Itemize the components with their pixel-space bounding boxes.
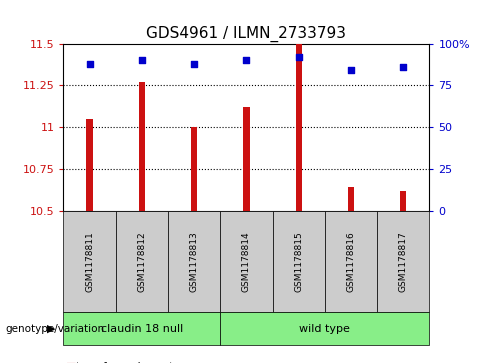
Bar [220, 211, 273, 312]
Bar [244, 107, 249, 211]
Bar [86, 119, 93, 211]
Bar [273, 211, 325, 312]
Point [243, 57, 250, 63]
Bar [325, 211, 377, 312]
Point [295, 54, 303, 60]
Point [399, 64, 407, 70]
Bar [116, 211, 168, 312]
Bar [400, 191, 407, 211]
Point [138, 57, 146, 63]
Text: GSM1178816: GSM1178816 [346, 231, 356, 292]
Point [347, 68, 355, 73]
Point [86, 61, 94, 66]
Bar [348, 187, 354, 211]
Bar [63, 312, 220, 345]
Bar [220, 312, 429, 345]
Text: transformed count: transformed count [76, 362, 173, 363]
Bar [139, 82, 145, 211]
Text: genotype/variation: genotype/variation [5, 323, 104, 334]
Text: GSM1178811: GSM1178811 [85, 231, 94, 292]
Text: GSM1178812: GSM1178812 [137, 231, 146, 292]
Point [190, 61, 198, 66]
Text: wild type: wild type [300, 323, 350, 334]
Text: GSM1178815: GSM1178815 [294, 231, 303, 292]
Text: GSM1178813: GSM1178813 [190, 231, 199, 292]
Title: GDS4961 / ILMN_2733793: GDS4961 / ILMN_2733793 [146, 26, 346, 42]
Text: GSM1178817: GSM1178817 [399, 231, 408, 292]
Bar [377, 211, 429, 312]
Text: claudin 18 null: claudin 18 null [101, 323, 183, 334]
Text: ■: ■ [66, 362, 77, 363]
Bar [63, 211, 116, 312]
Bar [168, 211, 220, 312]
Bar [191, 127, 197, 211]
Text: ▶: ▶ [47, 323, 56, 334]
Bar [296, 44, 302, 211]
Text: GSM1178814: GSM1178814 [242, 231, 251, 292]
